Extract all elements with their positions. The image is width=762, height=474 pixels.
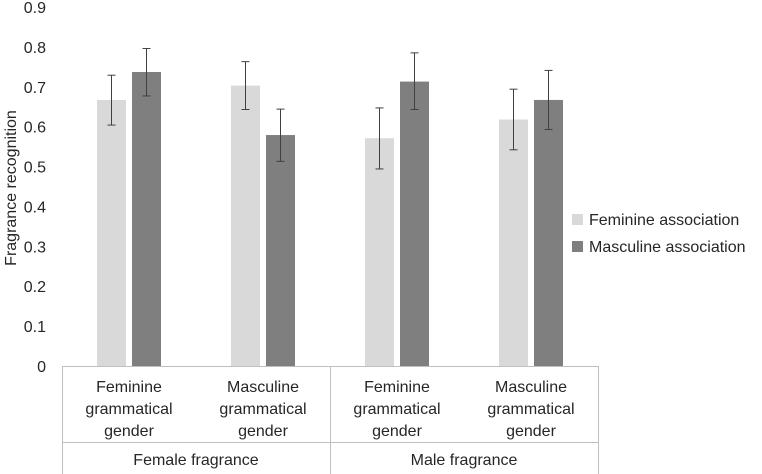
bar-masculine-association bbox=[132, 72, 161, 366]
group-label: Female fragrance bbox=[133, 452, 258, 469]
error-bars bbox=[107, 47, 553, 170]
legend-swatch bbox=[572, 241, 583, 252]
y-tick-label: 0.9 bbox=[24, 0, 46, 17]
category-label: Feminine bbox=[364, 379, 430, 396]
legend-swatch bbox=[572, 214, 583, 225]
y-axis: 0 0.1 0.2 0.3 0.4 0.5 0.6 0.7 0.8 0.9 bbox=[24, 0, 46, 376]
category-label: gender bbox=[506, 423, 556, 440]
y-tick-label: 0.3 bbox=[24, 239, 46, 256]
y-tick-label: 0.4 bbox=[24, 199, 46, 216]
error-bar bbox=[509, 88, 518, 151]
error-bar bbox=[241, 61, 250, 111]
category-label: grammatical bbox=[487, 401, 574, 418]
category-label: grammatical bbox=[219, 401, 306, 418]
legend-label: Feminine association bbox=[589, 212, 739, 229]
error-bar bbox=[142, 47, 151, 97]
bar-feminine-association bbox=[365, 138, 394, 366]
y-tick-label: 0.2 bbox=[24, 279, 46, 296]
legend: Feminine association Masculine associatio… bbox=[572, 212, 746, 256]
bar-masculine-association bbox=[534, 99, 563, 367]
y-tick-label: 0 bbox=[37, 359, 46, 376]
category-label: grammatical bbox=[353, 401, 440, 418]
error-bar bbox=[410, 52, 419, 111]
category-label: Feminine bbox=[96, 379, 162, 396]
bar-feminine-association bbox=[231, 85, 260, 366]
category-label: gender bbox=[372, 423, 422, 440]
error-bar bbox=[276, 108, 285, 162]
bar-feminine-association bbox=[499, 119, 528, 366]
y-tick-label: 0.6 bbox=[24, 120, 46, 137]
legend-label: Masculine association bbox=[589, 239, 746, 256]
y-tick-label: 0.5 bbox=[24, 160, 46, 177]
bar-feminine-association bbox=[97, 99, 126, 367]
group-label: Male fragrance bbox=[411, 452, 518, 469]
bar-masculine-association bbox=[266, 135, 295, 366]
error-bar bbox=[107, 74, 116, 126]
category-label: grammatical bbox=[85, 401, 172, 418]
bars bbox=[97, 72, 563, 367]
category-label: Masculine bbox=[495, 379, 567, 396]
y-tick-label: 0.1 bbox=[24, 319, 46, 336]
category-label: Masculine bbox=[227, 379, 299, 396]
error-bar bbox=[375, 107, 384, 170]
category-label: gender bbox=[104, 423, 154, 440]
bar-masculine-association bbox=[400, 81, 429, 366]
x-axis: Feminine grammatical gender Masculine gramma… bbox=[62, 366, 599, 474]
error-bar bbox=[544, 69, 553, 130]
y-tick-label: 0.8 bbox=[24, 40, 46, 57]
y-tick-label: 0.7 bbox=[24, 80, 46, 97]
category-label: gender bbox=[238, 423, 288, 440]
y-axis-title: Fragrance recognition bbox=[3, 110, 20, 266]
